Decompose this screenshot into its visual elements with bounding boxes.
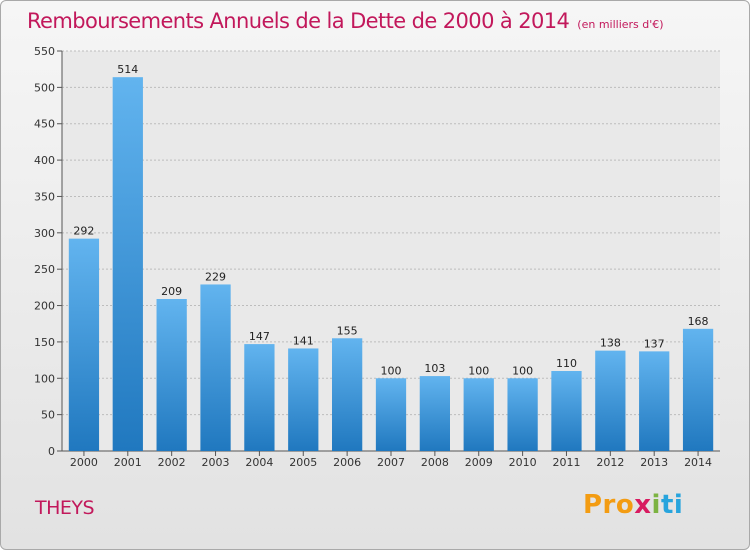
value-label-2007: 100 (381, 364, 402, 377)
y-tick-label: 300 (34, 227, 55, 240)
x-tick-label-2000: 2000 (70, 456, 98, 469)
bar-2008 (419, 376, 451, 451)
logo-part-4: t (660, 490, 674, 520)
y-tick-label: 350 (34, 190, 55, 203)
logo-part-2: x (634, 490, 652, 520)
proxiti-logo: Proxiti (583, 490, 683, 520)
bar-2009 (463, 378, 494, 451)
y-tick-label: 400 (34, 154, 55, 167)
bar-2002 (156, 299, 187, 451)
value-label-2000: 292 (73, 225, 94, 238)
y-tick-label: 50 (41, 409, 55, 422)
chart-title-text: Remboursements Annuels de la Dette de 20… (27, 9, 570, 33)
bar-2003 (200, 284, 231, 451)
value-label-2005: 141 (293, 334, 314, 347)
value-label-2004: 147 (249, 330, 270, 343)
bar-2007 (375, 378, 407, 451)
y-tick-label: 150 (34, 336, 55, 349)
value-label-2002: 209 (161, 285, 182, 298)
bar-2000 (68, 238, 100, 451)
logo-part-5: i (673, 490, 684, 520)
x-tick-label-2007: 2007 (377, 456, 405, 469)
bar-2012 (595, 350, 626, 451)
bar-2005 (288, 348, 319, 451)
y-tick-label: 200 (34, 300, 55, 313)
x-tick-label-2009: 2009 (465, 456, 493, 469)
chart-unit: (en milliers d'€) (577, 18, 664, 31)
x-tick-label-2006: 2006 (333, 456, 361, 469)
y-tick-label: 500 (34, 81, 55, 94)
chart-title: Remboursements Annuels de la Dette de 20… (27, 9, 664, 33)
x-tick-label-2008: 2008 (421, 456, 449, 469)
x-tick-label-2005: 2005 (289, 456, 317, 469)
x-tick-label-2010: 2010 (509, 456, 537, 469)
value-label-2010: 100 (512, 364, 533, 377)
x-tick-label-2011: 2011 (552, 456, 580, 469)
value-label-2001: 514 (117, 63, 138, 76)
y-tick-label: 250 (34, 263, 55, 276)
x-tick-label-2001: 2001 (114, 456, 142, 469)
value-label-2006: 155 (337, 324, 358, 337)
value-label-2012: 138 (600, 337, 621, 350)
value-label-2009: 100 (468, 364, 489, 377)
y-tick-label: 550 (34, 45, 55, 58)
value-label-2003: 229 (205, 270, 226, 283)
bar-2001 (112, 77, 143, 451)
x-tick-label-2013: 2013 (640, 456, 668, 469)
bar-2014 (682, 328, 714, 451)
bar-2004 (244, 344, 275, 451)
value-label-2011: 110 (556, 357, 577, 370)
value-label-2014: 168 (688, 315, 709, 328)
y-tick-label: 450 (34, 118, 55, 131)
y-tick-label: 100 (34, 372, 55, 385)
bar-2006 (331, 338, 363, 451)
logo-part-1: Pro (583, 490, 635, 520)
x-tick-label-2014: 2014 (684, 456, 712, 469)
logo-part-3: i (651, 490, 661, 520)
bar-2010 (507, 378, 538, 451)
x-tick-label-2012: 2012 (596, 456, 624, 469)
x-tick-label-2002: 2002 (158, 456, 186, 469)
value-label-2008: 103 (424, 362, 445, 375)
bar-2011 (551, 371, 582, 451)
x-tick-label-2004: 2004 (245, 456, 273, 469)
bar-2013 (639, 351, 670, 451)
x-tick-label-2003: 2003 (202, 456, 230, 469)
y-tick-label: 0 (48, 445, 55, 458)
value-label-2013: 137 (644, 337, 665, 350)
place-name: THEYS (35, 497, 95, 519)
